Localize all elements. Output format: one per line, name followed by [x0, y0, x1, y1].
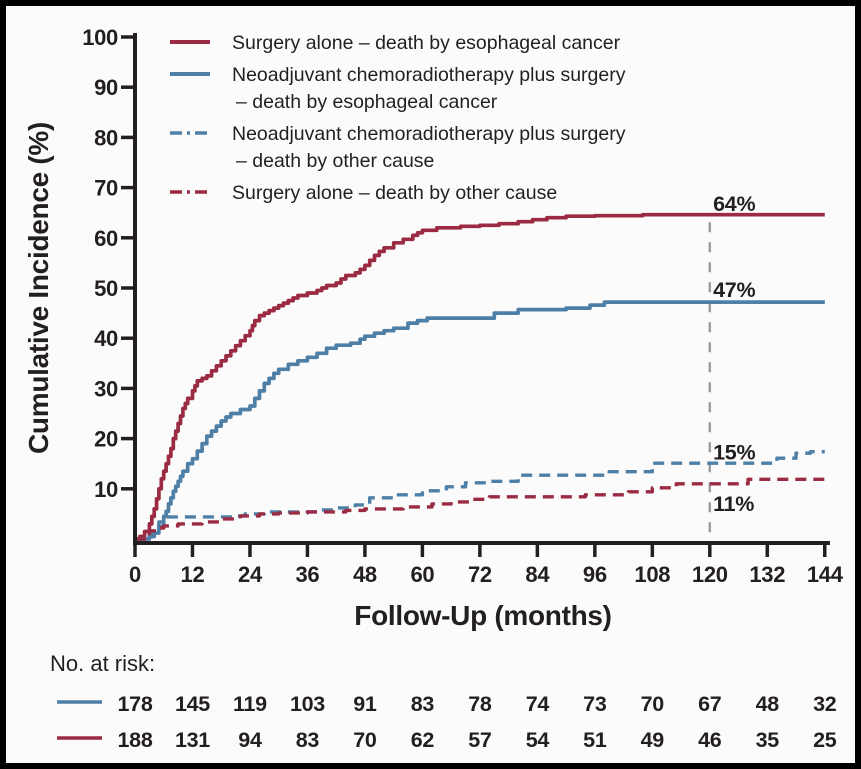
risk-value: 48 [756, 692, 780, 716]
y-axis-title: Cumulative Incidence (%) [23, 122, 54, 454]
x-tick-label: 144 [807, 562, 844, 587]
risk-value: 35 [756, 728, 780, 752]
risk-value: 83 [411, 692, 435, 716]
y-tick-label: 50 [94, 276, 118, 301]
risk-value: 25 [813, 728, 837, 752]
legend-label: Neoadjuvant chemoradiotherapy plus surge… [232, 123, 626, 145]
risk-table-label: No. at risk: [50, 651, 155, 676]
risk-table: No. at risk: 178 145 119 103 91 83 78 74 73 70 67 48… [50, 651, 837, 752]
annotation-11pct: 11% [713, 492, 754, 516]
risk-value: 67 [698, 692, 722, 716]
annotation-15pct: 15% [713, 441, 755, 465]
y-tick-label: 40 [94, 326, 118, 351]
legend-item-surgery-alone-esophageal-cancer-death: Surgery alone – death by esophageal canc… [170, 32, 621, 54]
y-tick-label: 60 [94, 226, 118, 251]
risk-value: 70 [641, 692, 665, 716]
risk-value: 119 [233, 692, 267, 716]
risk-value: 73 [583, 692, 607, 716]
risk-value: 49 [641, 728, 665, 752]
y-tick-label: 10 [94, 477, 118, 502]
x-tick-label: 0 [129, 562, 141, 587]
curve-surgery-alone-other-cause-death [135, 477, 825, 541]
legend-label: Surgery alone – death by other cause [232, 182, 557, 204]
curve-surgery-alone-esophageal-cancer-death [135, 212, 825, 541]
curve-crt-surgery-esophageal-cancer-death [135, 300, 825, 541]
annotation-47pct: 47% [713, 278, 755, 302]
risk-value: 51 [583, 728, 607, 752]
x-tick-label: 60 [410, 562, 434, 587]
legend-item-surgery-alone-other-cause-death: Surgery alone – death by other cause [170, 182, 557, 204]
risk-value: 46 [698, 728, 722, 752]
risk-value: 83 [296, 728, 320, 752]
figure-background [6, 6, 855, 763]
risk-value: 131 [175, 728, 210, 752]
y-tick-label: 90 [94, 75, 118, 100]
x-tick-label: 120 [692, 562, 728, 587]
risk-value: 62 [411, 728, 435, 752]
x-tick-label: 24 [238, 562, 263, 587]
y-tick-label: 70 [94, 176, 118, 201]
y-tick-label: 20 [94, 427, 118, 452]
risk-value: 94 [238, 728, 262, 752]
risk-value: 91 [353, 692, 377, 716]
y-tick-label: 30 [94, 376, 118, 401]
risk-value: 70 [353, 728, 377, 752]
y-tick-label: 100 [82, 25, 118, 50]
x-tick-label: 48 [353, 562, 377, 587]
risk-row-surgery-alone: 188 131 94 83 70 62 57 54 51 49 46 35 25 [57, 728, 837, 752]
legend-label: – death by other cause [236, 150, 434, 172]
x-axis-title: Follow-Up (months) [354, 600, 611, 631]
annotation-64pct: 64% [713, 192, 755, 216]
risk-row-crt-surgery: 178 145 119 103 91 83 78 74 73 70 67 48 32 [57, 692, 837, 716]
legend-label: Neoadjuvant chemoradiotherapy plus surge… [232, 64, 626, 86]
legend-item-crt-surgery-other-cause-death: Neoadjuvant chemoradiotherapy plus surge… [170, 123, 626, 172]
legend-label: – death by esophageal cancer [236, 91, 498, 113]
legend: Surgery alone – death by esophageal canc… [170, 32, 626, 204]
risk-value: 57 [468, 728, 492, 752]
risk-value: 178 [118, 692, 153, 716]
legend-label: Surgery alone – death by esophageal canc… [232, 32, 621, 54]
x-tick-label: 108 [634, 562, 670, 587]
y-tick-label: 80 [94, 125, 118, 150]
legend-item-crt-surgery-esophageal-cancer-death: Neoadjuvant chemoradiotherapy plus surge… [170, 64, 626, 113]
risk-value: 78 [468, 692, 492, 716]
risk-value: 32 [813, 692, 837, 716]
risk-value: 103 [290, 692, 325, 716]
x-tick-label: 72 [468, 562, 492, 587]
x-tick-label: 96 [583, 562, 607, 587]
risk-value: 74 [526, 692, 550, 716]
x-tick-label: 84 [525, 562, 550, 587]
x-tick-label: 132 [749, 562, 785, 587]
risk-value: 145 [175, 692, 210, 716]
x-tick-label: 12 [181, 562, 205, 587]
x-tick-label: 36 [296, 562, 320, 587]
risk-value: 54 [526, 728, 550, 752]
risk-value: 188 [118, 728, 153, 752]
